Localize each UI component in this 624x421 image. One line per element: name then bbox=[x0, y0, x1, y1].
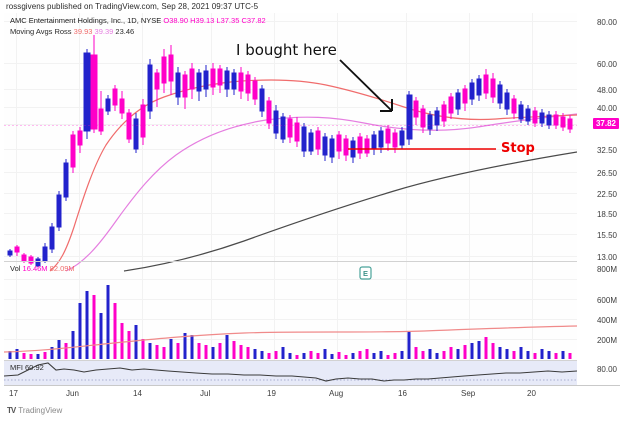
time-axis-label: Sep bbox=[461, 389, 476, 398]
ma-slow-line bbox=[123, 151, 577, 272]
price-axis-label: 40.00 bbox=[596, 104, 617, 113]
ohlc-low-label: L bbox=[216, 16, 221, 25]
ohlc-close: 37.82 bbox=[246, 16, 266, 25]
ohlc-open: 38.90 bbox=[169, 16, 189, 25]
time-axis-label: 17 bbox=[9, 389, 18, 398]
ma-fast-line bbox=[49, 79, 577, 272]
mfi-axis-label: 80.00 bbox=[596, 365, 617, 374]
volume-legend[interactable]: Vol 16.46M 82.09M bbox=[10, 264, 75, 274]
time-axis-label: Jul bbox=[200, 389, 211, 398]
tradingview-logo-text: TradingView bbox=[18, 406, 63, 415]
volume-value: 16.46M bbox=[22, 264, 48, 273]
symbol-title: AMC Entertainment Holdings, Inc., 1D, NY… bbox=[10, 16, 162, 25]
symbol-legend: AMC Entertainment Holdings, Inc., 1D, NY… bbox=[10, 16, 266, 26]
price-axis-label: 18.50 bbox=[596, 210, 617, 219]
mfi-series bbox=[4, 361, 577, 385]
bought-here-arrow bbox=[339, 59, 393, 112]
indicator-ma2-value: 39.39 bbox=[94, 27, 114, 36]
ohlc-close-label: C bbox=[241, 16, 247, 25]
volume-axis-label: 600M bbox=[596, 296, 617, 305]
tradingview-branding: TV TradingView bbox=[7, 406, 62, 415]
current-price-badge: 37.82 bbox=[592, 118, 619, 129]
publisher-line: rossgivens published on TradingView.com,… bbox=[6, 2, 259, 11]
mfi-value: 60.92 bbox=[25, 363, 44, 372]
price-axis-label: 22.50 bbox=[596, 190, 617, 199]
mfi-name: MFI bbox=[10, 363, 23, 372]
price-axis-label: 48.00 bbox=[596, 86, 617, 95]
chart-frame: E AMC Entertainment Holdings, Inc., 1D, … bbox=[4, 13, 620, 402]
volume-name: Vol bbox=[10, 264, 21, 273]
price-axis[interactable]: 80.00 60.00 48.00 40.00 37.82 32.50 26.5… bbox=[577, 13, 620, 385]
price-axis-label: 60.00 bbox=[596, 60, 617, 69]
time-axis-label: Aug bbox=[329, 389, 344, 398]
time-axis-label: 16 bbox=[398, 389, 407, 398]
ohlc-high: 39.13 bbox=[195, 16, 215, 25]
ohlc-high-label: H bbox=[190, 16, 196, 25]
indicator-legend[interactable]: Moving Avgs Ross 39.93 39.39 23.46 bbox=[10, 27, 134, 37]
volume-ma-value: 82.09M bbox=[49, 264, 75, 273]
volume-ma-line bbox=[4, 325, 577, 353]
earnings-badge-icon: E bbox=[359, 266, 372, 280]
ohlc-low: 37.35 bbox=[220, 16, 240, 25]
price-axis-label: 80.00 bbox=[596, 18, 617, 27]
annotation-i-bought-here[interactable]: I bought here bbox=[236, 41, 337, 59]
indicator-ma3-value: 23.46 bbox=[115, 27, 135, 36]
mfi-legend[interactable]: MFI 60.92 bbox=[10, 363, 44, 373]
time-axis[interactable]: 17 Jun 14 Jul 19 Aug 16 Sep 20 bbox=[4, 385, 620, 402]
ma-mid-line bbox=[65, 113, 577, 272]
mfi-line bbox=[4, 362, 577, 382]
volume-axis-label: 800M bbox=[596, 265, 617, 274]
price-axis-label: 32.50 bbox=[596, 146, 617, 155]
tradingview-logo-icon: TV bbox=[7, 406, 16, 415]
indicator-name: Moving Avgs Ross bbox=[10, 27, 72, 36]
chart-plot-area[interactable]: E AMC Entertainment Holdings, Inc., 1D, … bbox=[4, 13, 577, 385]
price-axis-label: 26.50 bbox=[596, 169, 617, 178]
price-axis-label: 13.00 bbox=[596, 253, 617, 262]
ohlc-open-label: O bbox=[163, 16, 170, 25]
time-axis-label: 19 bbox=[267, 389, 276, 398]
chart-canvas: E bbox=[4, 13, 577, 385]
indicator-ma1-value: 39.93 bbox=[73, 27, 93, 36]
price-axis-label: 15.50 bbox=[596, 231, 617, 240]
candlestick-series bbox=[7, 35, 573, 267]
time-axis-label: Jun bbox=[66, 389, 79, 398]
time-axis-label: 20 bbox=[527, 389, 536, 398]
volume-series bbox=[4, 279, 577, 359]
annotation-stop-label[interactable]: Stop bbox=[501, 141, 535, 156]
volume-axis-label: 200M bbox=[596, 336, 617, 345]
time-axis-label: 14 bbox=[133, 389, 142, 398]
svg-text:E: E bbox=[363, 269, 368, 278]
volume-axis-label: 400M bbox=[596, 316, 617, 325]
